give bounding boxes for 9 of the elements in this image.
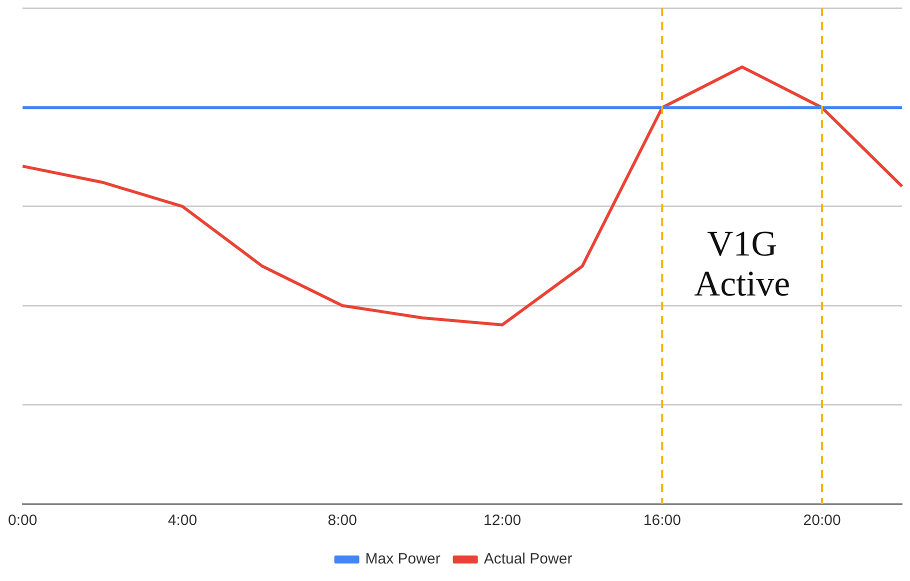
x-tick-label: 16:00: [643, 512, 681, 530]
x-tick-label: 8:00: [328, 512, 357, 530]
legend-label: Max Power: [365, 550, 440, 568]
legend-label: Actual Power: [484, 550, 572, 568]
x-tick-label: 12:00: [484, 512, 522, 530]
annotation: V1G Active: [694, 224, 790, 304]
x-tick-label: 4:00: [168, 512, 198, 530]
x-tick-label: 20:00: [803, 512, 841, 530]
x-tick-label: 0:00: [8, 512, 38, 530]
